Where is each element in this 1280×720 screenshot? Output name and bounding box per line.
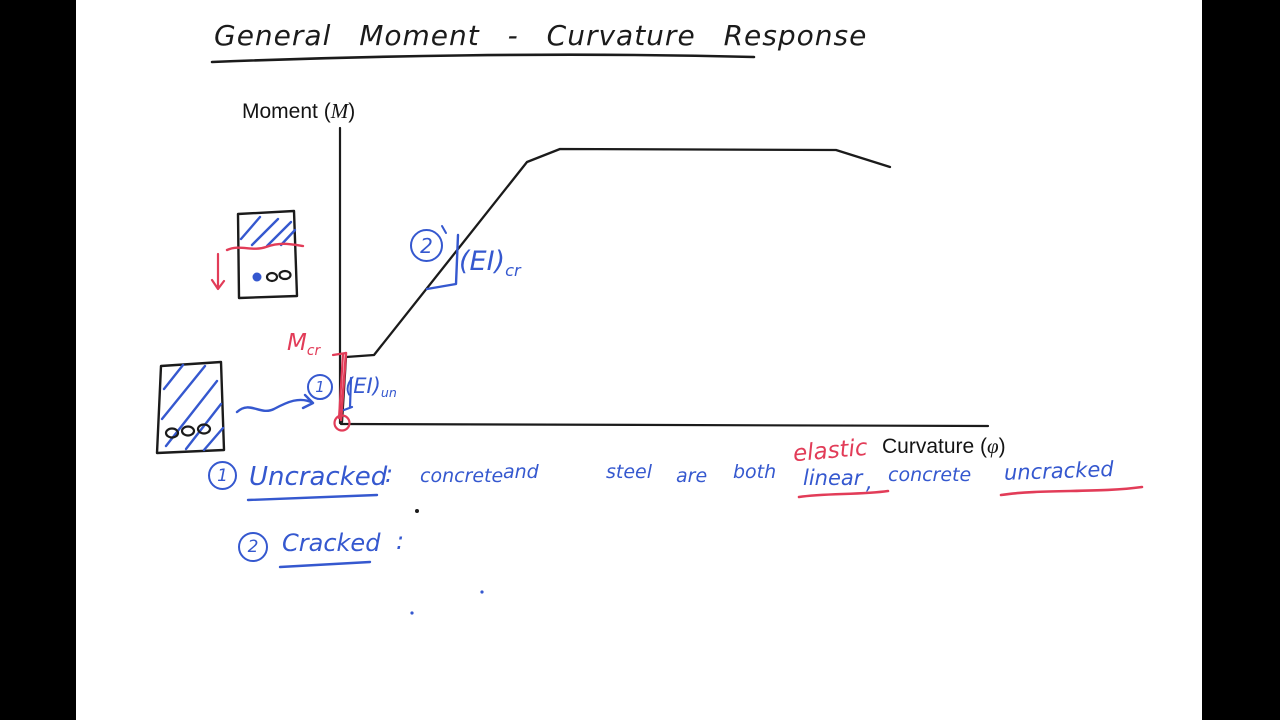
note-1-word-uncracked: uncracked xyxy=(1003,457,1114,485)
y-axis-label: Moment (M) xyxy=(242,99,356,123)
note-1-number: 1 xyxy=(208,461,237,490)
stray-pen-marks xyxy=(410,509,484,615)
note-1-comma: , xyxy=(866,470,873,494)
section-pointer-arrow xyxy=(235,393,315,414)
note-2-colon: : xyxy=(396,527,405,555)
slope-marker-ei-un xyxy=(342,376,354,412)
red-down-arrow xyxy=(210,252,226,291)
crack-neutral-axis-line xyxy=(225,242,305,252)
note-1-word: both xyxy=(733,461,777,483)
section-outline xyxy=(155,360,226,455)
moment-symbol: M xyxy=(330,99,349,123)
uncracked-red-underline xyxy=(999,485,1144,497)
rebar-dot xyxy=(265,271,279,283)
beam-section-uncracked xyxy=(155,360,226,455)
moment-curvature-curve xyxy=(340,147,892,424)
x-axis-label: Curvature (φ) xyxy=(882,434,1006,458)
uncracked-term-underline xyxy=(246,493,379,502)
note-1-word-concrete: concrete xyxy=(888,464,972,486)
note-1-word: steel xyxy=(606,461,653,483)
rebar-dot-filled xyxy=(252,272,262,282)
page-title: General Moment - Curvature Response xyxy=(214,19,868,52)
note-2-term: Cracked xyxy=(282,529,381,557)
title-underline xyxy=(210,53,756,64)
origin-circle-mark xyxy=(333,414,351,432)
rebar-dot xyxy=(180,425,196,437)
note-1-word-linear: linear xyxy=(803,466,863,490)
rebar-dot xyxy=(278,269,292,281)
compression-hatching xyxy=(239,215,297,248)
note-1-colon: : xyxy=(385,460,394,488)
note-2-number: 2 xyxy=(238,532,268,562)
beam-section-cracked xyxy=(210,209,305,300)
note-1-word: and xyxy=(503,461,539,483)
mcr-label: Mcr xyxy=(287,330,321,359)
region-1-marker: 1 xyxy=(307,374,333,400)
letterbox-left xyxy=(0,0,76,720)
note-1-word: are xyxy=(676,465,708,487)
note-1-word: concrete xyxy=(420,465,504,487)
rebar-dot xyxy=(196,423,212,435)
linear-red-underline xyxy=(797,489,890,499)
x-axis-line xyxy=(339,422,990,428)
region-2-marker: 2 xyxy=(410,229,443,262)
curvature-symbol: φ xyxy=(987,434,999,458)
mcr-tick xyxy=(331,351,348,357)
uncracked-segment-highlight xyxy=(331,351,351,432)
cracked-term-underline xyxy=(278,560,372,569)
circle-2-tick xyxy=(441,225,447,234)
ei-cracked-label: (EI)cr xyxy=(459,246,521,280)
letterbox-right xyxy=(1202,0,1280,720)
full-section-hatching xyxy=(160,363,225,452)
ei-uncracked-label: (EI)un xyxy=(345,374,397,401)
x-axis-label-text: Curvature ( xyxy=(882,435,988,458)
section-outline xyxy=(236,209,299,300)
note-1-term: Uncracked xyxy=(249,462,388,492)
slope-marker-ei-cr xyxy=(425,233,460,291)
y-axis-label-text: Moment ( xyxy=(242,100,331,123)
rebar-dot xyxy=(164,427,180,439)
